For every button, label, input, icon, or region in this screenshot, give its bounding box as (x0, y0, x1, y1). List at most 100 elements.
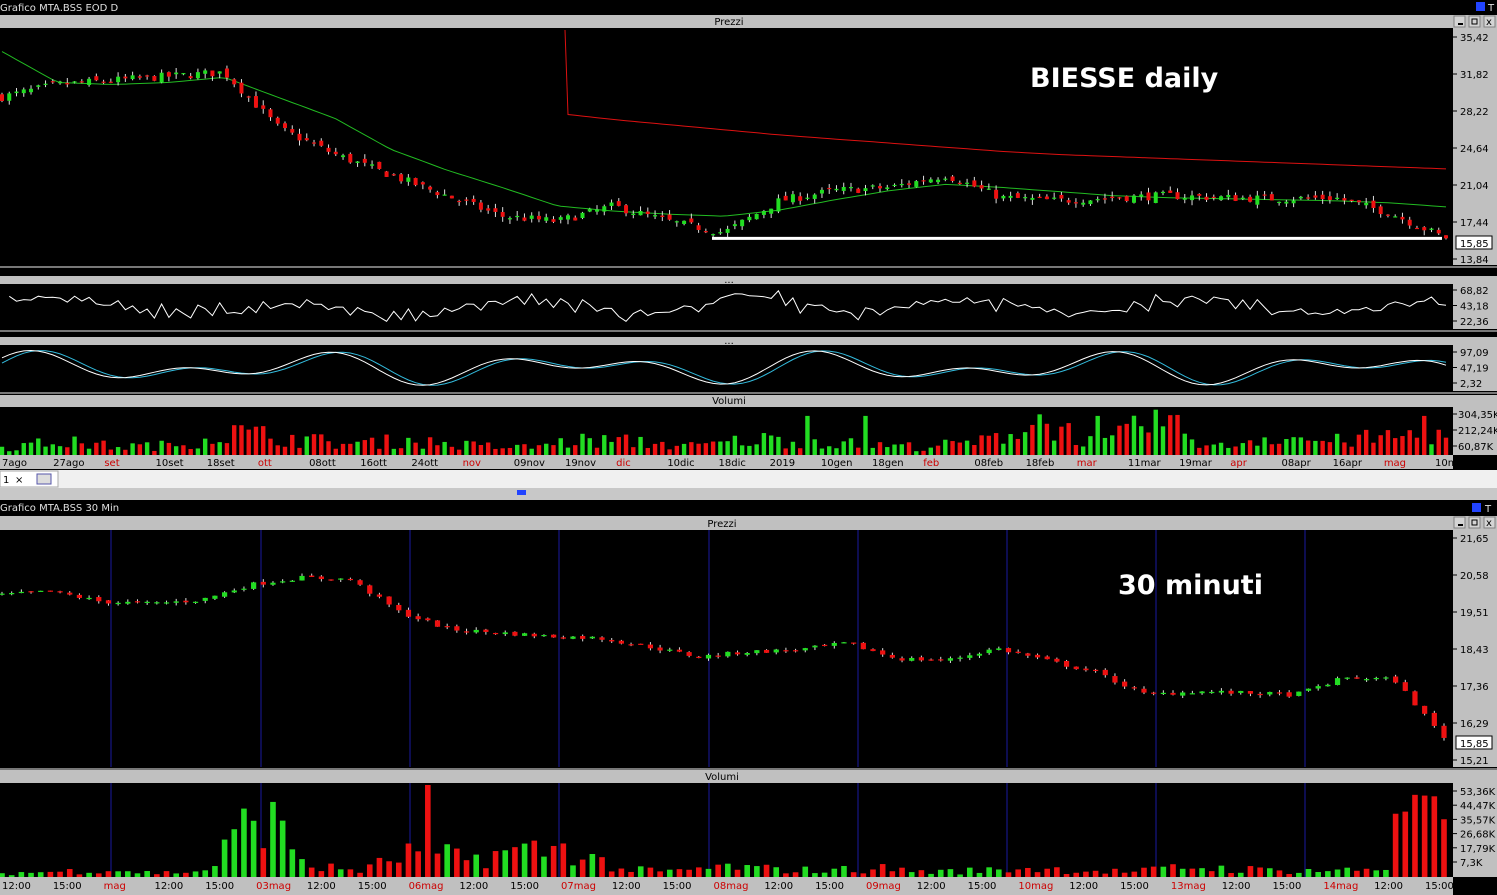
volume-bar (173, 873, 180, 877)
candle-body (72, 81, 77, 83)
candle-body (536, 215, 541, 220)
bottom-title-bar[interactable] (0, 500, 1497, 514)
top-price-header (0, 15, 1497, 28)
candle-body (241, 588, 247, 590)
candle-body (434, 620, 441, 627)
close-icon[interactable] (1483, 516, 1496, 529)
top-x-label: 08feb (974, 458, 1003, 469)
volume-bar (841, 865, 847, 877)
top-separator-2[interactable] (0, 330, 1497, 332)
volume-bar (1414, 437, 1420, 455)
minimize-icon[interactable] (1453, 15, 1466, 28)
bottom-price-tick-label: 17,36 (1460, 682, 1489, 693)
candle-body (860, 642, 866, 650)
top-x-label: ott (258, 458, 272, 469)
bottom-price-plot[interactable] (0, 530, 1453, 767)
volume-bar (935, 445, 941, 455)
volume-bar (1421, 795, 1428, 877)
candle-body (1335, 197, 1340, 200)
volume-bar (889, 871, 896, 877)
volume-bar (608, 871, 615, 877)
bottom-x-axis[interactable] (0, 877, 1453, 895)
volume-bar (821, 872, 828, 877)
close-icon[interactable] (1483, 15, 1496, 28)
top-price-axis[interactable] (1453, 28, 1497, 265)
volume-bar (1204, 445, 1209, 455)
candle-body (965, 182, 970, 184)
chart-icon[interactable] (1476, 2, 1485, 11)
bottom-x-label: 15:00 (968, 881, 997, 892)
candle-body (415, 616, 421, 620)
volume-bar (834, 448, 839, 455)
ind1-plot[interactable] (0, 284, 1453, 329)
candle-body (406, 177, 411, 182)
top-vol-tick-label: 304,35K (1458, 410, 1497, 421)
candle-body (744, 653, 750, 655)
candle-body (1327, 196, 1332, 200)
volume-bar (805, 415, 810, 455)
volume-bar (232, 425, 237, 455)
volume-bar (188, 449, 193, 455)
candle-body (667, 214, 672, 220)
volume-bar (1218, 865, 1225, 877)
volume-bar (870, 869, 876, 877)
volume-bar (579, 859, 586, 877)
candle-body (947, 658, 954, 661)
volume-bar (587, 438, 592, 455)
scroll-marker[interactable] (517, 490, 526, 495)
volume-bar (144, 442, 150, 455)
candle-body (1436, 229, 1441, 234)
maximize-icon[interactable] (1468, 516, 1481, 529)
volume-bar (333, 448, 338, 455)
bottom-separator[interactable] (0, 768, 1497, 770)
volume-bar (1436, 429, 1441, 455)
top-window-buttons[interactable]: x (1453, 15, 1496, 28)
candle-body (880, 650, 886, 655)
tab-chart-icon[interactable] (36, 473, 52, 485)
minimize-icon[interactable] (1453, 516, 1466, 529)
volume-bar (1266, 868, 1273, 877)
candle-body (522, 633, 528, 636)
volume-bar (652, 443, 658, 455)
ind1-axis (1453, 284, 1497, 329)
candle-body (624, 205, 629, 214)
bottom-price-axis[interactable] (1453, 530, 1497, 767)
volume-bar (125, 871, 131, 877)
stoch-d-line (1, 350, 1447, 386)
candle-body (1364, 202, 1369, 206)
top-x-label: 09nov (514, 458, 545, 469)
candle-body (769, 208, 774, 214)
candle-body (454, 626, 460, 631)
volume-bar (996, 869, 1002, 877)
volume-bar (1063, 874, 1070, 877)
candle-body (1151, 692, 1157, 694)
bottom-x-label: 12:00 (154, 881, 183, 892)
volume-bar (311, 434, 317, 455)
top-price-tick-label: 13,84 (1460, 255, 1489, 266)
bottom-vol-plot[interactable] (0, 783, 1453, 877)
top-separator-1[interactable] (0, 266, 1497, 268)
candle-body (1226, 194, 1231, 198)
candle-body (38, 590, 44, 592)
candle-body (899, 658, 905, 661)
top-x-label: 10gen (821, 458, 853, 469)
candle-body (239, 82, 244, 94)
top-title-bar[interactable] (0, 0, 1497, 14)
top-price-plot[interactable] (0, 28, 1453, 265)
candle-body (1073, 202, 1078, 204)
chart-icon[interactable] (1472, 503, 1481, 512)
volume-bar (850, 872, 857, 877)
candle-body (1393, 676, 1399, 683)
volume-bar (454, 848, 460, 877)
candle-body (154, 602, 160, 604)
candle-body (551, 634, 557, 638)
bottom-window-buttons[interactable]: x (1453, 516, 1496, 529)
maximize-icon[interactable] (1468, 15, 1481, 28)
top-separator-3[interactable] (0, 392, 1497, 394)
tab-close-icon[interactable]: × (15, 475, 23, 486)
top-x-axis[interactable] (0, 455, 1453, 469)
candle-body (660, 215, 665, 217)
candle-body (957, 182, 962, 185)
volume-bar (1015, 869, 1021, 877)
top-vol-panel-title: Volumi (712, 396, 746, 407)
